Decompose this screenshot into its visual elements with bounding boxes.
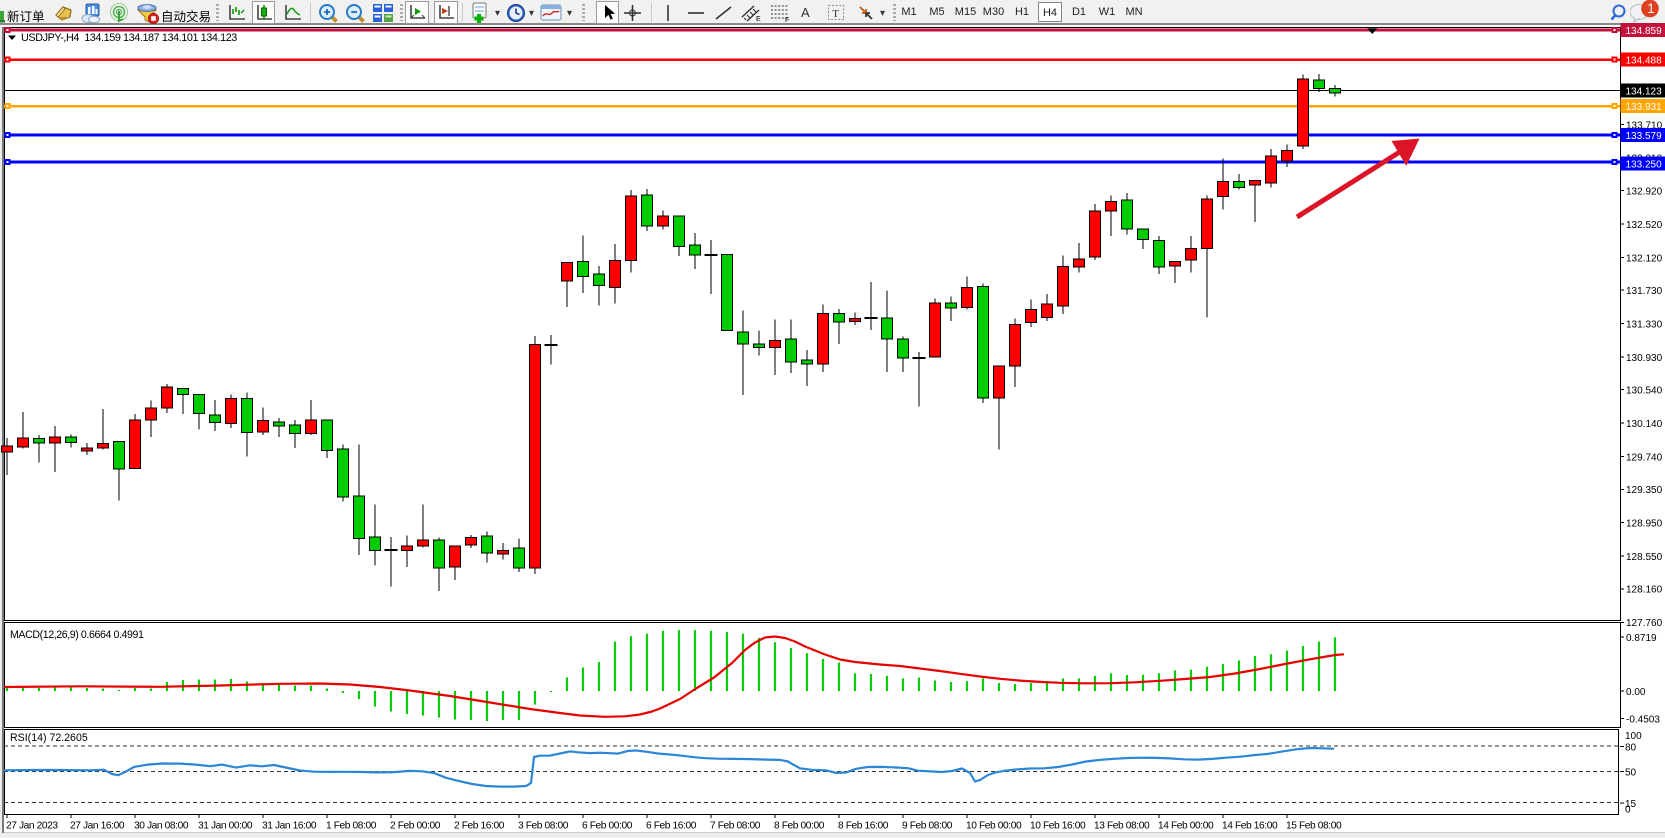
svg-text:14 Feb 00:00: 14 Feb 00:00 [1158, 820, 1214, 831]
svg-text:134.859: 134.859 [1626, 26, 1663, 37]
svg-text:10 Feb 16:00: 10 Feb 16:00 [1030, 820, 1086, 831]
svg-text:100: 100 [1625, 731, 1642, 742]
svg-text:0.00: 0.00 [1626, 687, 1646, 698]
svg-text:8 Feb 16:00: 8 Feb 16:00 [838, 820, 889, 831]
svg-text:13 Feb 08:00: 13 Feb 08:00 [1094, 820, 1150, 831]
svg-text:80: 80 [1625, 742, 1637, 753]
svg-text:-0.4503: -0.4503 [1626, 714, 1660, 725]
svg-text:128.550: 128.550 [1626, 552, 1663, 563]
svg-text:132.920: 132.920 [1626, 186, 1663, 197]
svg-text:8 Feb 00:00: 8 Feb 00:00 [774, 820, 825, 831]
svg-text:129.350: 129.350 [1626, 485, 1663, 496]
svg-text:128.950: 128.950 [1626, 519, 1663, 530]
svg-text:131.330: 131.330 [1626, 319, 1663, 330]
svg-text:6 Feb 00:00: 6 Feb 00:00 [582, 820, 633, 831]
svg-text:10 Feb 00:00: 10 Feb 00:00 [966, 820, 1022, 831]
svg-text:T: T [832, 8, 839, 20]
svg-text:0: 0 [1625, 805, 1631, 816]
svg-text:129.740: 129.740 [1626, 452, 1663, 463]
svg-text:27 Jan 2023: 27 Jan 2023 [6, 820, 58, 831]
svg-text:9 Feb 08:00: 9 Feb 08:00 [902, 820, 953, 831]
svg-text:133.579: 133.579 [1626, 131, 1663, 142]
svg-text:132.120: 132.120 [1626, 253, 1663, 264]
svg-text:133.710: 133.710 [1626, 120, 1663, 131]
svg-text:27 Jan 16:00: 27 Jan 16:00 [70, 820, 125, 831]
svg-text:15 Feb 08:00: 15 Feb 08:00 [1286, 820, 1342, 831]
svg-text:30 Jan 08:00: 30 Jan 08:00 [134, 820, 189, 831]
svg-text:131.730: 131.730 [1626, 286, 1663, 297]
svg-text:133.250: 133.250 [1626, 159, 1663, 170]
svg-text:130.930: 130.930 [1626, 353, 1663, 364]
svg-text:15: 15 [1625, 799, 1637, 810]
svg-text:3 Feb 08:00: 3 Feb 08:00 [518, 820, 569, 831]
svg-text:132.520: 132.520 [1626, 220, 1663, 231]
svg-text:F: F [785, 17, 789, 22]
svg-text:14 Feb 16:00: 14 Feb 16:00 [1222, 820, 1278, 831]
svg-text:130.140: 130.140 [1626, 419, 1663, 430]
svg-text:127.760: 127.760 [1626, 618, 1663, 629]
svg-text:50: 50 [1625, 768, 1637, 779]
svg-text:1: 1 [1647, 1, 1655, 16]
svg-text:7 Feb 08:00: 7 Feb 08:00 [710, 820, 761, 831]
svg-text:2 Feb 00:00: 2 Feb 00:00 [390, 820, 441, 831]
svg-text:134.488: 134.488 [1626, 55, 1663, 66]
svg-text:134.123: 134.123 [1626, 86, 1663, 97]
svg-text:31 Jan 16:00: 31 Jan 16:00 [262, 820, 317, 831]
svg-text:RSI(14) 72.2605: RSI(14) 72.2605 [10, 732, 88, 744]
svg-text:133.931: 133.931 [1626, 102, 1663, 113]
svg-text:USDJPY-,H4 134.159 134.187 13: USDJPY-,H4 134.159 134.187 134.101 134.1… [21, 32, 237, 44]
svg-text:0.8719: 0.8719 [1626, 633, 1657, 644]
svg-text:130.540: 130.540 [1626, 386, 1663, 397]
svg-text:2 Feb 16:00: 2 Feb 16:00 [454, 820, 505, 831]
svg-text:1 Feb 08:00: 1 Feb 08:00 [326, 820, 377, 831]
svg-text:6 Feb 16:00: 6 Feb 16:00 [646, 820, 697, 831]
svg-text:E: E [756, 16, 761, 22]
svg-text:MACD(12,26,9) 0.6664 0.4991: MACD(12,26,9) 0.6664 0.4991 [10, 629, 144, 641]
svg-text:31 Jan 00:00: 31 Jan 00:00 [198, 820, 253, 831]
svg-text:128.160: 128.160 [1626, 585, 1663, 596]
